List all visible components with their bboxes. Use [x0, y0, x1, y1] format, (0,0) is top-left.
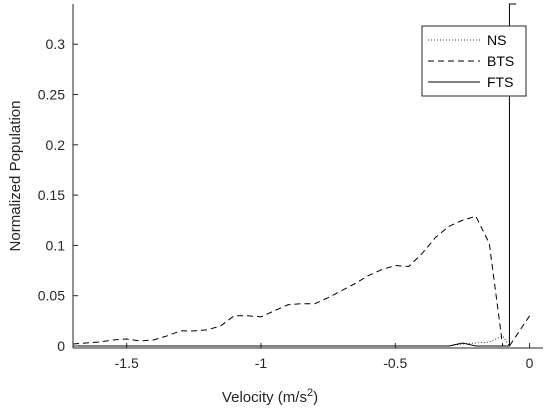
series-line-ns — [73, 335, 510, 347]
y-axis-title: Normalized Population — [7, 101, 24, 252]
legend-label-bts: BTS — [487, 53, 514, 69]
series-line-bts — [72, 215, 530, 347]
y-tick-label: 0.2 — [46, 137, 66, 153]
x-tick-label: 0 — [526, 355, 534, 371]
y-tick-label: 0 — [57, 338, 65, 354]
x-axis-title: Velocity (m/s2) — [222, 387, 318, 406]
legend-label-ns: NS — [487, 32, 506, 48]
x-axis-title-main: Velocity (m/s — [222, 389, 307, 406]
y-tick-label: 0.05 — [38, 288, 65, 304]
y-tick-label: 0.25 — [38, 87, 65, 103]
x-tick-label: -1.5 — [115, 355, 139, 371]
y-ticks: 0 0.05 0.1 0.15 0.2 0.25 0.3 — [38, 36, 78, 354]
x-ticks: -1.5 -1 -0.5 0 — [115, 343, 534, 371]
y-tick-label: 0.1 — [46, 237, 66, 253]
legend: NS BTS FTS — [421, 25, 527, 97]
x-axis-title-superscript: 2 — [307, 387, 313, 399]
x-tick-label: -0.5 — [383, 355, 407, 371]
y-tick-label: 0.15 — [38, 187, 65, 203]
x-tick-label: -1 — [255, 355, 268, 371]
legend-label-fts: FTS — [487, 74, 513, 90]
x-axis-title-close: ) — [313, 389, 318, 406]
y-tick-label: 0.3 — [46, 36, 66, 52]
